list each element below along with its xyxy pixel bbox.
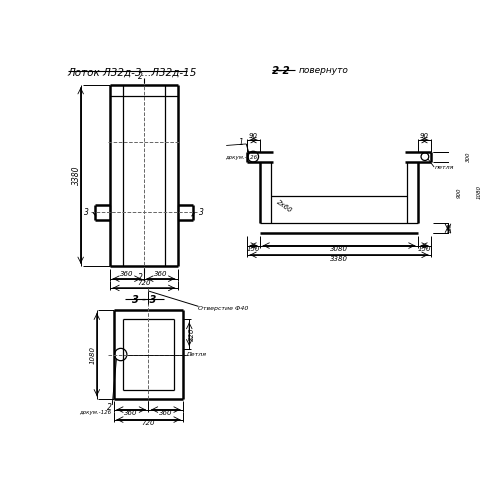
Text: Лоток Л32д-3...Л32д-15: Лоток Л32д-3...Л32д-15	[68, 68, 197, 78]
Text: повернуто: повернуто	[298, 66, 348, 75]
Text: 3: 3	[84, 208, 88, 217]
Text: 2: 2	[138, 72, 142, 81]
Text: 3080: 3080	[330, 246, 348, 252]
Text: петля: петля	[435, 166, 454, 170]
Text: 180: 180	[448, 223, 453, 234]
Text: 1080: 1080	[477, 186, 482, 200]
Text: 360: 360	[124, 410, 138, 416]
Text: 900: 900	[457, 187, 462, 198]
Text: 2х60: 2х60	[276, 199, 293, 214]
Text: 720: 720	[142, 420, 155, 426]
Text: Петля: Петля	[187, 352, 207, 357]
Text: 300: 300	[466, 152, 471, 162]
Text: 720: 720	[137, 280, 150, 286]
Text: 1: 1	[238, 138, 244, 147]
Text: 150: 150	[418, 246, 431, 252]
Text: 3 - 3: 3 - 3	[132, 295, 156, 305]
Text: докум.-126: докум.-126	[226, 156, 258, 160]
Text: 90: 90	[249, 133, 258, 139]
Text: 360: 360	[120, 271, 134, 277]
Text: 2: 2	[106, 402, 112, 411]
Text: 90: 90	[420, 133, 429, 139]
Text: 2-2: 2-2	[272, 66, 290, 76]
Text: 2: 2	[138, 272, 142, 281]
Text: 3: 3	[200, 208, 204, 217]
Text: 3380: 3380	[330, 256, 348, 262]
Text: 320: 320	[190, 328, 196, 341]
Text: 360: 360	[159, 410, 172, 416]
Text: 1080: 1080	[90, 346, 96, 364]
Text: 360: 360	[154, 271, 168, 277]
Text: Отверстие Ф40: Отверстие Ф40	[198, 306, 249, 312]
Text: 3380: 3380	[72, 166, 82, 185]
Text: 150: 150	[247, 246, 260, 252]
Text: докум.-126: докум.-126	[80, 410, 112, 414]
